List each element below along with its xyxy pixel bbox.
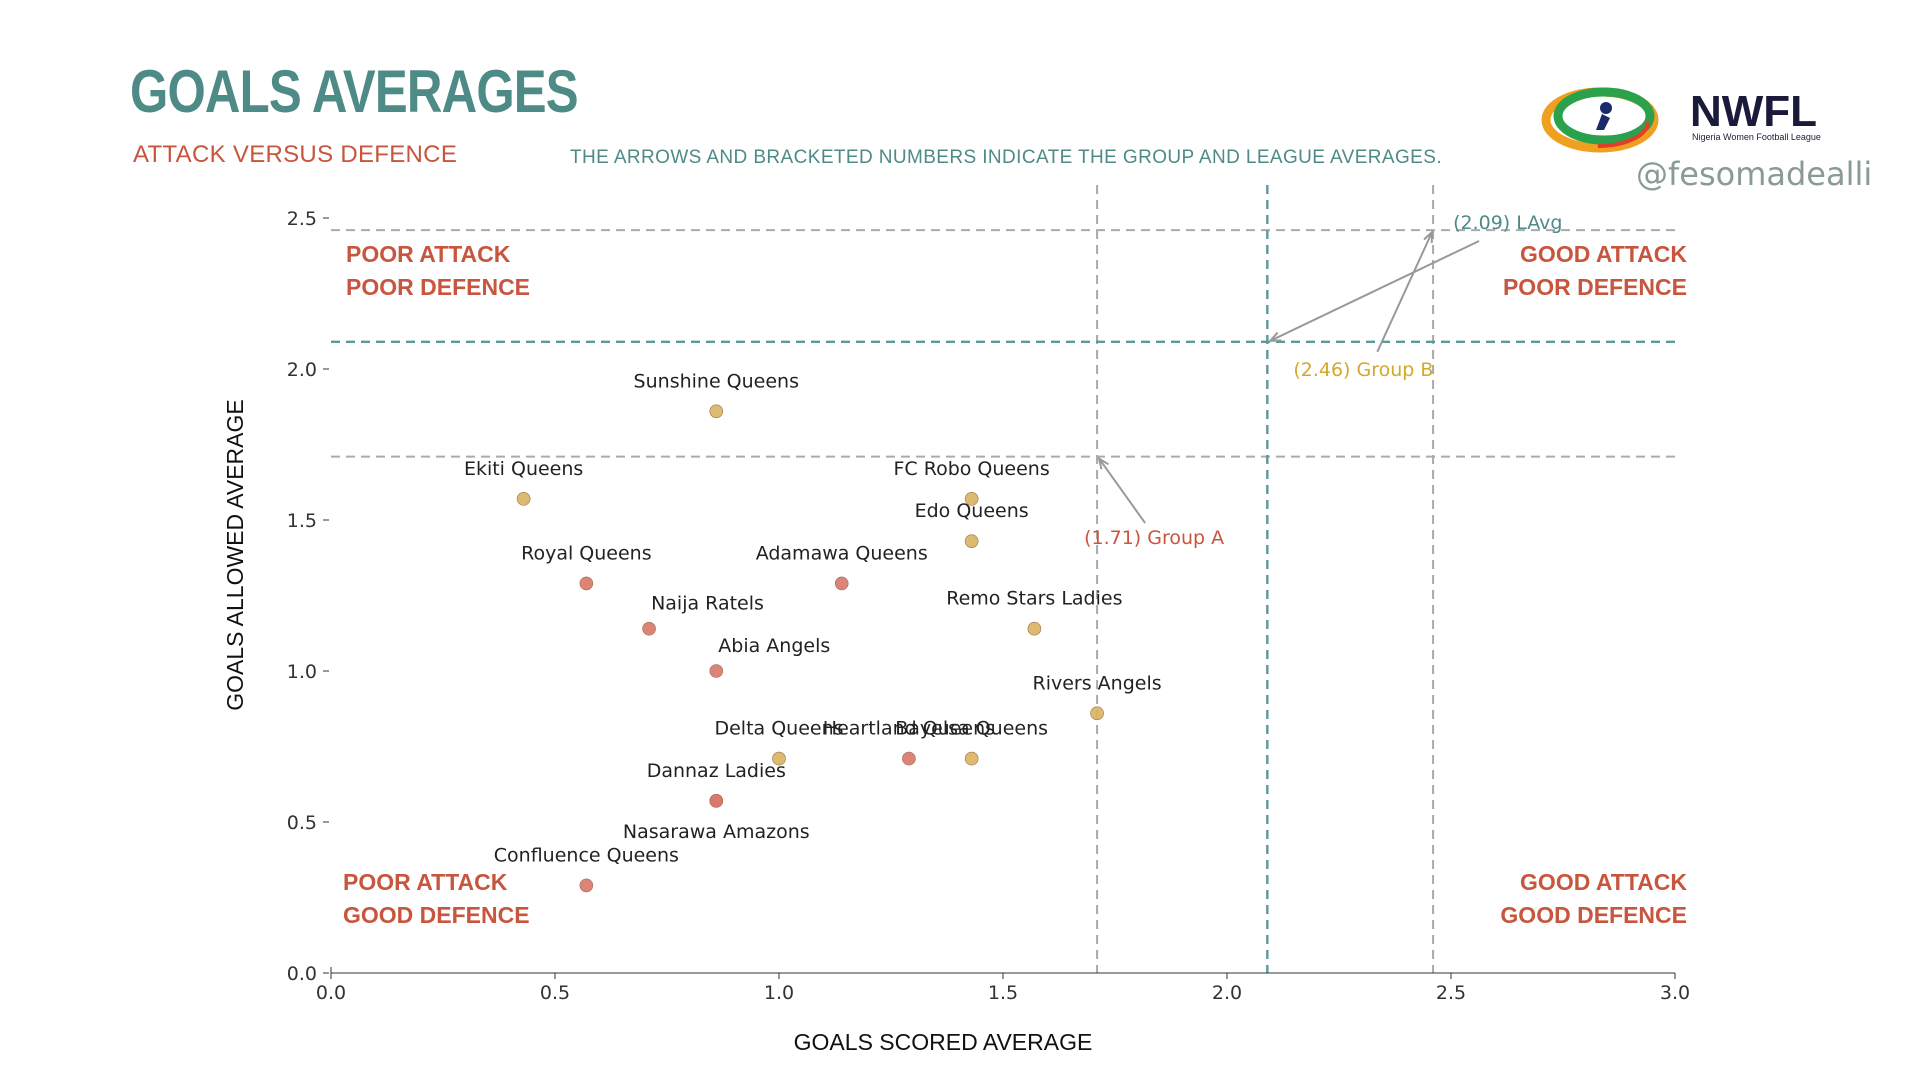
point — [964, 492, 979, 506]
point-label: Abia Angels — [718, 635, 830, 657]
point-label: FC Robo Queens — [894, 458, 1050, 480]
y-tick-label: 1.5 — [287, 510, 317, 532]
league-avg-arrow-head — [1268, 331, 1282, 342]
point-label: Edo Queens — [915, 500, 1029, 522]
quadrant-top-left-line2: POOR DEFENCE — [346, 274, 530, 300]
quadrant-bottom-right-line2: GOOD DEFENCE — [1500, 902, 1687, 928]
group-b-label: (2.46) Group B — [1293, 359, 1433, 381]
point-label: Ekiti Queens — [464, 458, 583, 480]
quadrant-bottom-right-line1: GOOD ATTACK — [1520, 869, 1687, 895]
point — [964, 751, 979, 766]
point — [1027, 621, 1042, 636]
point-label: Delta Queens — [714, 718, 843, 740]
x-tick-label: 3.0 — [1660, 982, 1690, 1004]
point-label: Royal Queens — [521, 542, 652, 564]
page-subtitle: ATTACK VERSUS DEFENCE — [133, 141, 458, 168]
point-label: Confluence Queens — [494, 844, 679, 866]
average-annotations: (1.71) Group A (2.46) Group B (2.09) LAvg — [1084, 212, 1562, 549]
point — [709, 664, 724, 678]
group-a-label: (1.71) Group A — [1084, 527, 1224, 549]
point — [964, 534, 979, 548]
point-label: Remo Stars Ladies — [946, 588, 1122, 610]
x-tick-label: 1.0 — [764, 982, 794, 1004]
quadrant-bottom-left-line1: POOR ATTACK — [343, 869, 508, 895]
league-avg-label: (2.09) LAvg — [1453, 212, 1562, 234]
point — [772, 751, 786, 766]
quadrant-top-right-line1: GOOD ATTACK — [1520, 241, 1687, 267]
quadrant-top-left-line1: POOR ATTACK — [346, 241, 511, 267]
x-tick-label: 0.5 — [540, 982, 570, 1004]
x-tick-label: 2.0 — [1212, 982, 1242, 1004]
point-label: Heartland Queens — [823, 718, 995, 740]
point-label: Naija Ratels — [651, 593, 764, 615]
y-tick-label: 0.5 — [287, 812, 317, 834]
point — [579, 878, 594, 893]
x-tick-label: 0.0 — [316, 982, 346, 1004]
y-axis-label: GOALS ALLOWED AVERAGE — [222, 399, 248, 710]
point — [516, 492, 531, 506]
quadrant-bottom-left-line2: GOOD DEFENCE — [343, 902, 530, 928]
point — [709, 794, 724, 808]
logo-name: NWFL — [1690, 87, 1817, 136]
point — [642, 621, 656, 636]
x-tick-label: 1.5 — [988, 982, 1018, 1004]
y-tick-label: 2.0 — [287, 359, 317, 381]
y-tick-label: 0.0 — [287, 963, 317, 985]
point-label: Dannaz Ladies — [647, 760, 786, 782]
league-avg-arrow — [1269, 240, 1480, 342]
axes: 0.0 0.5 1.0 1.5 2.0 2.5 3.0 0.0 0.5 1.0 1.5 2.0 2.5 G… — [222, 208, 1690, 1055]
average-lines — [331, 185, 1675, 973]
point-labels: Sunshine Queens Ekiti Queens FC Robo Queen… — [464, 370, 1162, 866]
page-title: GOALS AVERAGES — [130, 58, 579, 125]
point — [902, 751, 916, 766]
point — [579, 576, 594, 591]
x-tick-label: 2.5 — [1436, 982, 1466, 1004]
point-label: Rivers Angels — [1033, 672, 1162, 694]
group-b-arrow-head — [1423, 229, 1434, 244]
nwfl-logo: NWFL Nigeria Women Football League — [1541, 87, 1821, 153]
quadrant-top-right-line2: POOR DEFENCE — [1503, 274, 1687, 300]
point-label: Bayelsa Queens — [895, 718, 1048, 740]
x-axis-label: GOALS SCORED AVERAGE — [794, 1029, 1093, 1055]
point-label: Nasarawa Amazons — [623, 821, 810, 843]
point — [1090, 706, 1104, 721]
nwfl-emblem-icon — [1541, 87, 1659, 153]
point-label: Adamawa Queens — [756, 542, 928, 564]
point — [709, 404, 724, 419]
group-b-arrow — [1376, 231, 1433, 353]
logo-tagline: Nigeria Women Football League — [1692, 132, 1821, 142]
group-a-arrow — [1098, 457, 1146, 524]
y-tick-label: 1.0 — [287, 661, 317, 683]
quadrant-labels: POOR ATTACK POOR DEFENCE GOOD ATTACK POOR D… — [343, 241, 1687, 928]
chart-note: THE ARROWS AND BRACKETED NUMBERS INDICAT… — [570, 147, 1443, 168]
point-label: Sunshine Queens — [634, 370, 799, 392]
y-tick-label: 2.5 — [287, 208, 317, 230]
author-handle: @fesomadealli — [1636, 155, 1873, 193]
point — [834, 576, 849, 591]
group-a-arrow-head — [1097, 456, 1109, 470]
data-points — [516, 404, 1104, 893]
